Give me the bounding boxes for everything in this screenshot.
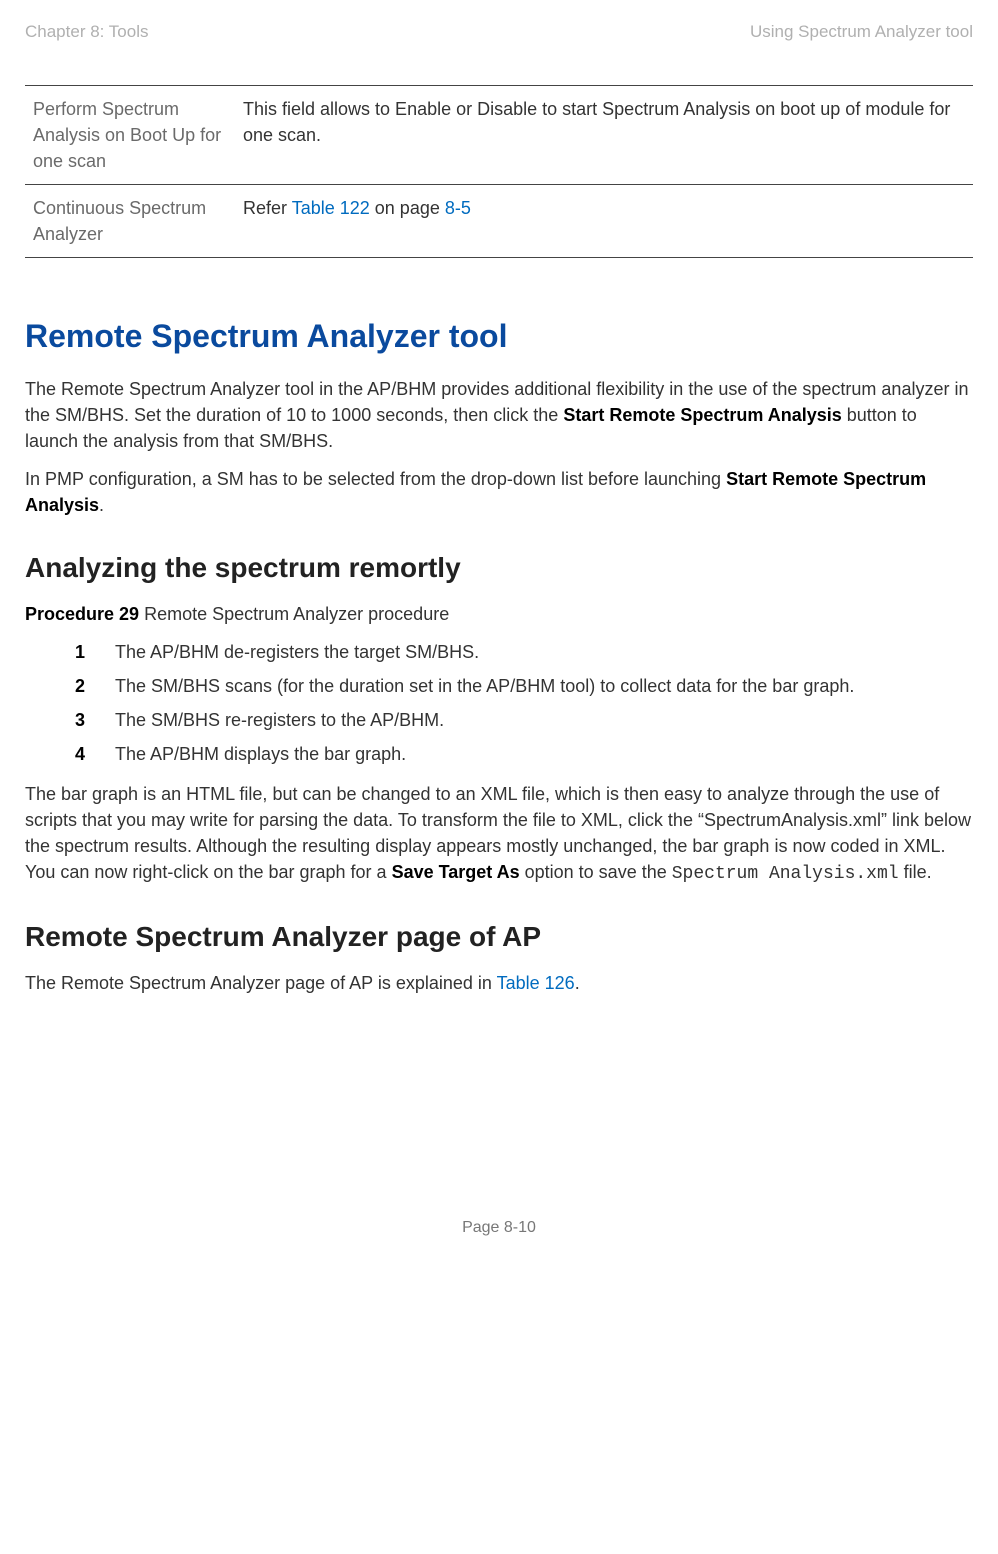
code-filename: Spectrum Analysis.xml [672, 864, 899, 884]
procedure-number: Procedure 29 [25, 604, 139, 624]
procedure-label-line: Procedure 29 Remote Spectrum Analyzer pr… [25, 601, 973, 627]
table-row: Perform Spectrum Analysis on Boot Up for… [25, 86, 973, 185]
step-number: 1 [75, 639, 115, 665]
text-run: In PMP configuration, a SM has to be sel… [25, 469, 726, 489]
header-left: Chapter 8: Tools [25, 20, 148, 45]
table-ref-link[interactable]: Table 122 [292, 198, 370, 218]
page-footer: Page 8-10 [25, 1216, 973, 1239]
attr-label: Perform Spectrum Analysis on Boot Up for… [25, 86, 235, 185]
desc-mid: on page [370, 198, 445, 218]
page-header: Chapter 8: Tools Using Spectrum Analyzer… [25, 20, 973, 85]
attribute-table: Perform Spectrum Analysis on Boot Up for… [25, 86, 973, 258]
text-run: The Remote Spectrum Analyzer page of AP … [25, 973, 497, 993]
paragraph: The Remote Spectrum Analyzer tool in the… [25, 376, 973, 454]
header-right: Using Spectrum Analyzer tool [750, 20, 973, 45]
text-run: . [575, 973, 580, 993]
paragraph: In PMP configuration, a SM has to be sel… [25, 466, 973, 518]
table-row: Continuous Spectrum Analyzer Refer Table… [25, 184, 973, 257]
step-text: The SM/BHS scans (for the duration set i… [115, 673, 973, 699]
list-item: 4 The AP/BHM displays the bar graph. [75, 741, 973, 767]
page-ref-link[interactable]: 8-5 [445, 198, 471, 218]
desc-prefix: Refer [243, 198, 292, 218]
attr-desc: Refer Table 122 on page 8-5 [235, 184, 973, 257]
step-number: 3 [75, 707, 115, 733]
paragraph: The bar graph is an HTML file, but can b… [25, 781, 973, 887]
attr-desc: This field allows to Enable or Disable t… [235, 86, 973, 185]
desc-text: This field allows to Enable or Disable t… [243, 99, 950, 145]
step-number: 2 [75, 673, 115, 699]
step-text: The AP/BHM de-registers the target SM/BH… [115, 639, 973, 665]
bold-term: Save Target As [392, 862, 520, 882]
paragraph: The Remote Spectrum Analyzer page of AP … [25, 970, 973, 996]
list-item: 1 The AP/BHM de-registers the target SM/… [75, 639, 973, 665]
procedure-desc: Remote Spectrum Analyzer procedure [139, 604, 449, 624]
list-item: 2 The SM/BHS scans (for the duration set… [75, 673, 973, 699]
text-run: option to save the [520, 862, 672, 882]
attr-label: Continuous Spectrum Analyzer [25, 184, 235, 257]
step-text: The SM/BHS re-registers to the AP/BHM. [115, 707, 973, 733]
table-ref-link[interactable]: Table 126 [497, 973, 575, 993]
step-text: The AP/BHM displays the bar graph. [115, 741, 973, 767]
section-heading-remote-tool: Remote Spectrum Analyzer tool [25, 313, 973, 359]
subsection-heading-analyzing: Analyzing the spectrum remortly [25, 548, 973, 589]
text-run: . [99, 495, 104, 515]
step-number: 4 [75, 741, 115, 767]
procedure-list: 1 The AP/BHM de-registers the target SM/… [75, 639, 973, 767]
bold-term: Start Remote Spectrum Analysis [563, 405, 841, 425]
list-item: 3 The SM/BHS re-registers to the AP/BHM. [75, 707, 973, 733]
text-run: file. [899, 862, 932, 882]
subsection-heading-ap-page: Remote Spectrum Analyzer page of AP [25, 917, 973, 958]
